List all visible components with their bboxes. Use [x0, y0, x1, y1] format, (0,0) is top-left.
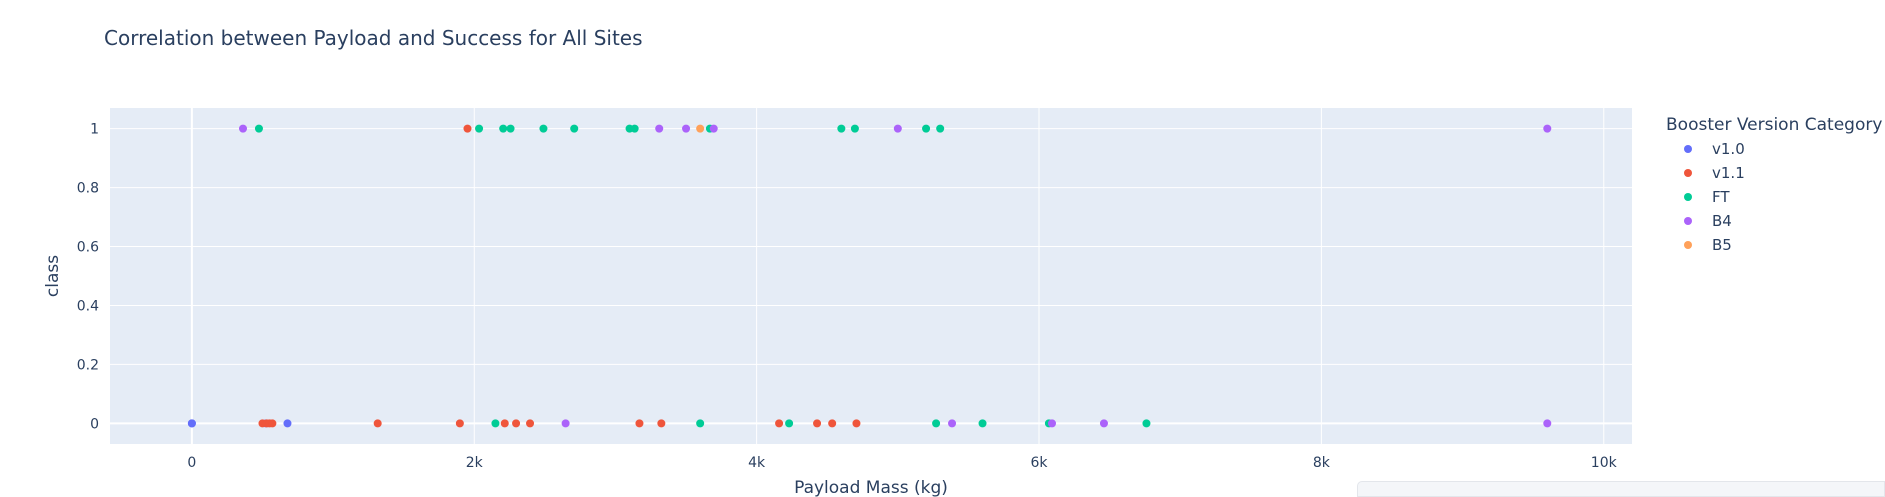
data-point-ft[interactable]: [491, 419, 500, 428]
legend-label[interactable]: v1.0: [1712, 140, 1745, 158]
data-points: [187, 124, 1552, 428]
data-point-ft[interactable]: [570, 124, 579, 133]
y-tick-label: 0.6: [77, 240, 99, 256]
data-point-b4[interactable]: [1543, 419, 1552, 428]
legend-marker[interactable]: [1684, 145, 1692, 153]
data-point-ft[interactable]: [475, 124, 484, 133]
x-tick-label: 10k: [1591, 455, 1618, 471]
y-tick-label: 0.8: [77, 181, 99, 197]
data-point-v1-1[interactable]: [512, 419, 521, 428]
data-point-b4[interactable]: [682, 124, 691, 133]
y-tick-label: 0.2: [77, 357, 99, 373]
data-point-v1-1[interactable]: [828, 419, 837, 428]
data-point-v1-1[interactable]: [500, 419, 509, 428]
y-axis-title: class: [43, 255, 63, 297]
data-point-ft[interactable]: [837, 124, 846, 133]
legend-title: Booster Version Category: [1666, 115, 1882, 135]
data-point-ft[interactable]: [936, 124, 945, 133]
data-point-v1-1[interactable]: [463, 124, 472, 133]
x-tick-label: 6k: [1031, 455, 1049, 471]
legend-items: v1.0 v1.1 FT B4 B5: [1684, 140, 1745, 254]
data-point-ft[interactable]: [539, 124, 548, 133]
data-point-v1-1[interactable]: [813, 419, 822, 428]
y-tick-label: 0.4: [77, 298, 99, 314]
legend-label[interactable]: B4: [1712, 212, 1732, 230]
data-point-b4[interactable]: [1099, 419, 1108, 428]
gridlines: [110, 108, 1632, 444]
data-point-ft[interactable]: [850, 124, 859, 133]
y-tick-label: 0: [90, 416, 99, 432]
data-point-v1-0[interactable]: [187, 419, 196, 428]
data-point-v1-1[interactable]: [775, 419, 784, 428]
legend-label[interactable]: B5: [1712, 236, 1732, 254]
data-point-b4[interactable]: [561, 419, 570, 428]
data-point-v1-0[interactable]: [283, 419, 292, 428]
data-point-b4[interactable]: [893, 124, 902, 133]
data-point-v1-1[interactable]: [657, 419, 666, 428]
x-tick-label: 0: [187, 455, 196, 471]
data-point-b4[interactable]: [238, 124, 247, 133]
data-point-ft[interactable]: [696, 419, 705, 428]
data-point-b5[interactable]: [696, 124, 705, 133]
x-tick-label: 8k: [1313, 455, 1331, 471]
legend-label[interactable]: FT: [1712, 188, 1730, 206]
data-point-ft[interactable]: [1142, 419, 1151, 428]
legend: Booster Version Category v1.0 v1.1 FT B4 B5: [1666, 115, 1882, 254]
hover-panel: [1357, 481, 1885, 497]
y-tick-label: 1: [90, 122, 99, 138]
legend-marker[interactable]: [1684, 193, 1692, 201]
data-point-v1-1[interactable]: [373, 419, 382, 428]
x-axis-ticks: 0 2k 4k 6k 8k 10k: [187, 455, 1617, 471]
y-axis-ticks: 0 0.2 0.4 0.6 0.8 1: [77, 122, 99, 433]
data-point-ft[interactable]: [932, 419, 941, 428]
legend-marker[interactable]: [1684, 169, 1692, 177]
data-point-b4[interactable]: [655, 124, 664, 133]
data-point-v1-1[interactable]: [268, 419, 277, 428]
legend-label[interactable]: v1.1: [1712, 164, 1745, 182]
plot-area[interactable]: [110, 108, 1632, 444]
data-point-ft[interactable]: [499, 124, 508, 133]
data-point-b4[interactable]: [1543, 124, 1552, 133]
data-point-b4[interactable]: [948, 419, 957, 428]
data-point-ft[interactable]: [506, 124, 515, 133]
data-point-ft[interactable]: [922, 124, 931, 133]
x-axis-title: Payload Mass (kg): [794, 478, 948, 497]
legend-marker[interactable]: [1684, 217, 1692, 225]
data-point-v1-1[interactable]: [635, 419, 644, 428]
chart-title: Correlation between Payload and Success …: [104, 26, 643, 50]
data-point-v1-1[interactable]: [852, 419, 861, 428]
data-point-b4[interactable]: [709, 124, 718, 133]
x-tick-label: 2k: [466, 455, 484, 471]
x-tick-label: 4k: [748, 455, 766, 471]
legend-marker[interactable]: [1684, 241, 1692, 249]
data-point-ft[interactable]: [785, 419, 794, 428]
data-point-ft[interactable]: [978, 419, 987, 428]
data-point-ft[interactable]: [630, 124, 639, 133]
data-point-v1-1[interactable]: [455, 419, 464, 428]
data-point-ft[interactable]: [254, 124, 263, 133]
data-point-v1-1[interactable]: [526, 419, 535, 428]
data-point-b4[interactable]: [1048, 419, 1057, 428]
